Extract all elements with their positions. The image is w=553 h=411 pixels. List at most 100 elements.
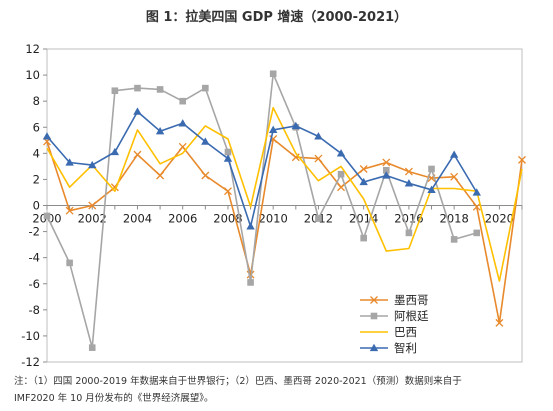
data-point — [382, 158, 391, 167]
legend-label: 智利 — [394, 341, 417, 355]
legend-swatch-marker — [370, 312, 378, 320]
data-point — [472, 202, 481, 211]
legend-item: 阿根廷 — [360, 309, 429, 323]
y-tick-label: -8 — [29, 303, 40, 317]
data-point — [336, 149, 346, 157]
series-line — [46, 106, 523, 282]
series-line — [46, 110, 478, 228]
y-tick-label: -4 — [29, 251, 40, 265]
x-tick-label: 2004 — [123, 212, 152, 226]
data-point — [66, 259, 73, 267]
series-line — [46, 138, 523, 324]
y-tick-label: 4 — [33, 146, 40, 160]
data-point — [65, 206, 74, 215]
data-point — [88, 201, 97, 210]
data-point — [315, 215, 322, 222]
data-point — [337, 170, 345, 178]
x-tick-label: 2006 — [168, 212, 197, 226]
y-tick-label: 0 — [33, 199, 40, 213]
footnote: 注：（1）四国 2000-2019 年数据来自于世界银行；（2）巴西、墨西哥 2… — [14, 373, 544, 407]
y-tick-label: 6 — [33, 120, 40, 134]
x-tick-label: 2018 — [440, 212, 469, 226]
data-point — [179, 97, 187, 105]
legend-item: 墨西哥 — [360, 293, 429, 307]
data-point — [337, 183, 346, 192]
data-point — [405, 229, 413, 237]
y-tick-label: 2 — [33, 172, 40, 186]
legend-label: 墨西哥 — [394, 293, 429, 307]
data-point — [88, 344, 96, 351]
y-tick-label: 12 — [25, 42, 40, 56]
legend-swatch-marker — [370, 296, 378, 304]
data-point — [314, 154, 323, 163]
y-tick-label: 10 — [25, 68, 40, 82]
data-point — [404, 167, 413, 176]
y-tick-label: -10 — [21, 329, 40, 343]
data-point — [224, 148, 232, 156]
data-point — [43, 212, 51, 220]
data-point — [223, 187, 232, 196]
data-point — [246, 222, 255, 230]
y-tick-label: -6 — [29, 277, 40, 291]
data-point — [473, 229, 481, 237]
data-point — [495, 318, 504, 327]
data-point — [178, 119, 187, 127]
x-axis-ticks: 2000200220042006200820102012201420162018… — [32, 212, 514, 226]
data-point — [427, 185, 436, 193]
x-tick-label: 2010 — [259, 212, 288, 226]
data-point — [359, 177, 368, 186]
data-point — [65, 158, 74, 166]
data-point — [42, 132, 52, 140]
data-point — [449, 150, 459, 158]
data-point — [404, 179, 414, 187]
data-point — [223, 154, 233, 162]
data-point — [268, 125, 278, 134]
data-point — [133, 150, 142, 159]
data-point — [201, 137, 210, 145]
y-axis-ticks: 12 10 8 6 4 2 0 -2 -4 -6 -8 -10 -12 — [21, 42, 47, 369]
chart-title: 图 1：拉美四国 GDP 增速（2000-2021） — [145, 10, 408, 25]
data-point — [111, 87, 119, 95]
data-point — [291, 121, 301, 130]
data-point — [110, 147, 120, 156]
y-tick-label: -12 — [21, 355, 40, 369]
x-tick-label: 2002 — [78, 212, 107, 226]
x-tick-label: 2020 — [485, 212, 514, 226]
data-point — [134, 84, 141, 92]
data-point — [382, 171, 391, 179]
data-point — [314, 132, 323, 140]
data-point — [450, 236, 458, 243]
data-point — [247, 279, 254, 286]
legend-label: 巴西 — [394, 325, 417, 339]
series-3 — [42, 107, 481, 230]
data-point — [428, 165, 435, 173]
data-point — [155, 126, 165, 135]
series-2 — [46, 106, 523, 282]
data-point — [156, 171, 165, 180]
footnote-line-2: IMF2020 年 10 月份发布的《世界经济展望》。 — [14, 393, 214, 404]
series-layer — [42, 70, 526, 351]
data-point — [382, 166, 390, 174]
data-point — [88, 160, 97, 169]
x-tick-label: 2016 — [394, 212, 423, 226]
data-point — [201, 171, 210, 180]
data-point — [202, 84, 209, 92]
y-tick-label: -2 — [29, 225, 40, 239]
y-tick-label: 8 — [33, 94, 40, 108]
legend-label: 阿根廷 — [394, 309, 429, 323]
data-point — [359, 165, 368, 173]
legend-item: 巴西 — [360, 325, 417, 339]
data-point — [269, 70, 277, 78]
data-point — [450, 172, 459, 181]
data-point — [133, 107, 142, 115]
data-point — [360, 234, 367, 242]
data-point — [156, 86, 164, 93]
series-0 — [43, 135, 526, 327]
chart-axes — [46, 48, 523, 363]
data-point — [518, 155, 526, 164]
legend-swatch-marker — [369, 343, 379, 352]
legend-item: 智利 — [360, 341, 417, 355]
footnote-line-1: 注：（1）四国 2000-2019 年数据来自于世界银行；（2）巴西、墨西哥 2… — [14, 376, 462, 387]
